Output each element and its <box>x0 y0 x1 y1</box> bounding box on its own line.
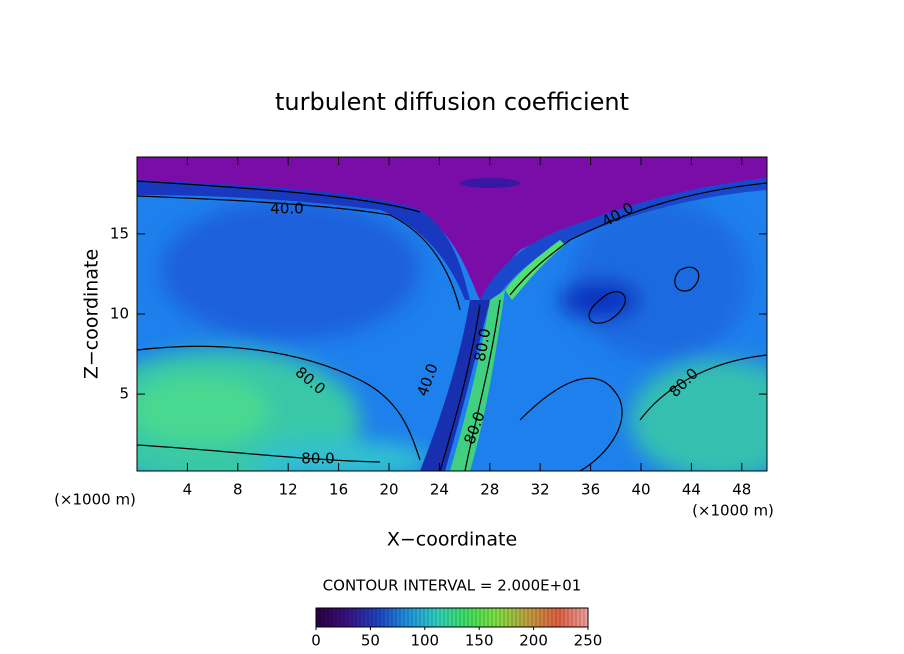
contour-interval: CONTOUR INTERVAL = 2.000E+01 <box>323 577 582 595</box>
chart-title: turbulent diffusion coefficient <box>275 88 629 116</box>
x-tick-label: 24 <box>430 481 449 499</box>
x-tick-label: 4 <box>183 481 193 499</box>
x-tick-label: 32 <box>531 481 550 499</box>
y-tick-label: 15 <box>110 224 129 242</box>
field <box>137 157 767 471</box>
colorbar-tick-label: 50 <box>361 632 380 650</box>
colorbar-tick-label: 150 <box>465 632 494 650</box>
y-tick-label: 10 <box>110 305 129 323</box>
contour-label: 80.0 <box>471 327 495 363</box>
x-tick-label: 44 <box>682 481 701 499</box>
x-axis-label: X−coordinate <box>387 529 517 551</box>
x-tick-label: 28 <box>480 481 499 499</box>
x-tick-label: 40 <box>631 481 650 499</box>
x-unit-label: (×1000 m) <box>54 491 136 509</box>
y-tick-label: 5 <box>119 385 129 403</box>
x-tick-label: 16 <box>329 481 348 499</box>
y-axis-label: Z−coordinate <box>81 249 103 379</box>
colorbar-tick-label: 250 <box>574 632 603 650</box>
x-tick-label: 8 <box>233 481 243 499</box>
colorbar-tick-label: 200 <box>519 632 548 650</box>
x-unit-label: (×1000 m) <box>692 502 774 520</box>
colorbar-tick-label: 100 <box>410 632 439 650</box>
contour-label: 80.0 <box>301 450 334 468</box>
x-tick-label: 20 <box>379 481 398 499</box>
x-tick-label: 12 <box>279 481 298 499</box>
contour-label: 40.0 <box>270 200 303 218</box>
x-tick-label: 48 <box>732 481 751 499</box>
x-tick-label: 36 <box>581 481 600 499</box>
colorbar-tick-label: 0 <box>311 632 321 650</box>
